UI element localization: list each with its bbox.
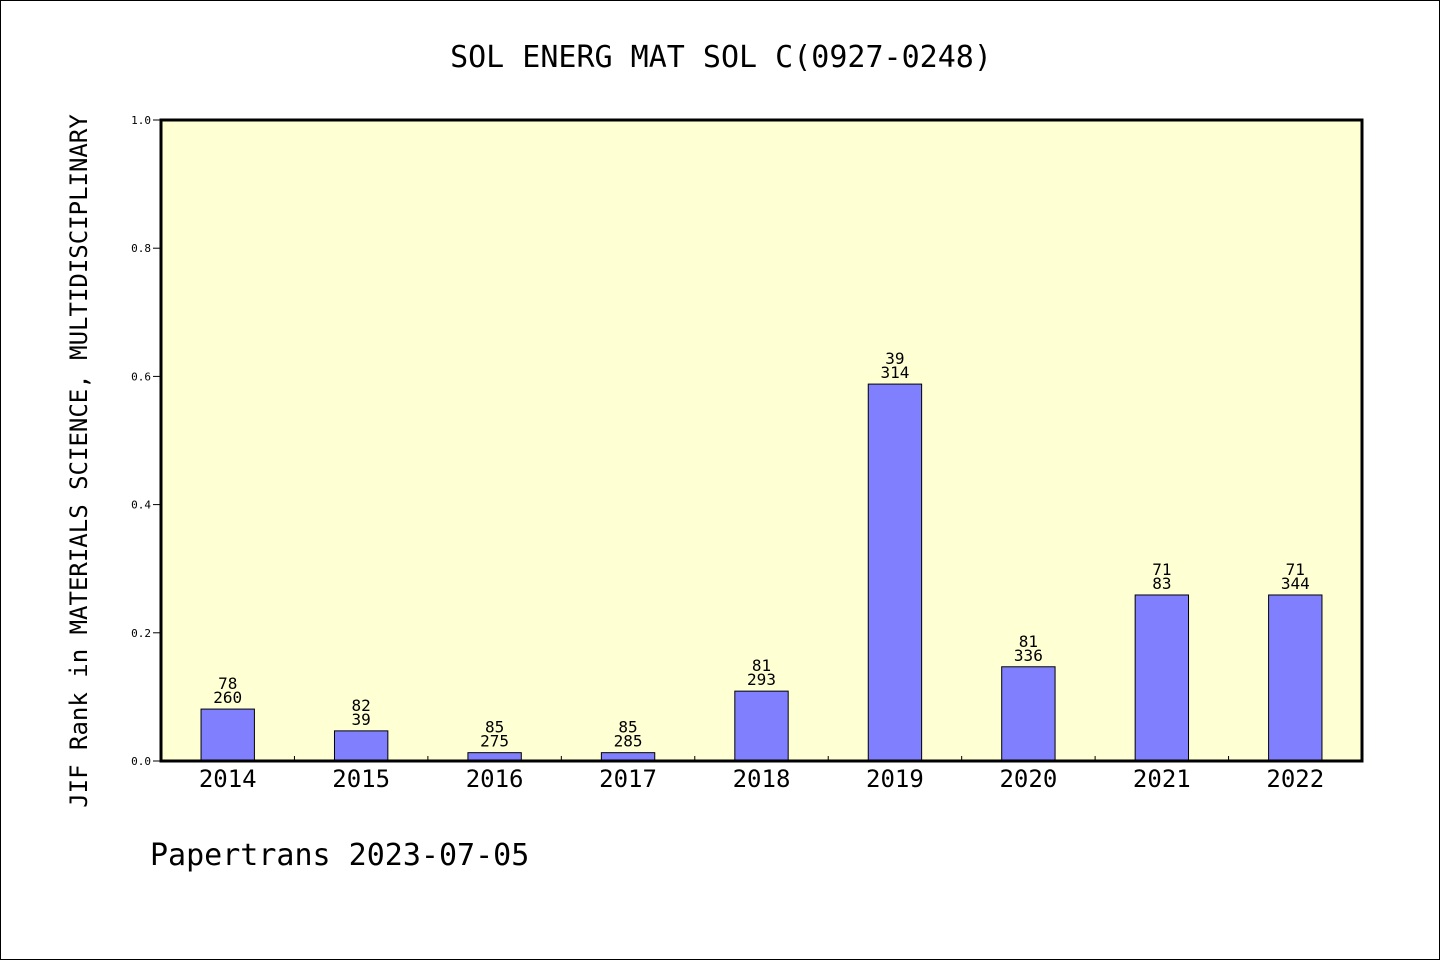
chart-title: SOL ENERG MAT SOL C(0927-0248)	[450, 40, 992, 75]
data-label-bottom-2021: 83	[1152, 574, 1171, 593]
data-label-top-2021: 71	[1152, 560, 1171, 579]
bars-group	[200, 383, 1323, 762]
x-tick-label-2014: 2014	[199, 765, 257, 793]
bar-2020	[1001, 666, 1056, 762]
y-tick-label-0.6: 0.6	[131, 370, 151, 383]
data-label-top-2020: 81	[1019, 632, 1038, 651]
data-label-top-2017: 85	[618, 718, 637, 737]
bar-2021	[1134, 594, 1190, 762]
x-tick-label-2015: 2015	[332, 765, 390, 793]
y-tick-label-0.4: 0.4	[131, 499, 151, 512]
y-axis-label: JIF Rank in MATERIALS SCIENCE, MULTIDISC…	[65, 114, 93, 808]
data-label-bottom-2017: 285	[614, 732, 643, 751]
data-label-bottom-2020: 336	[1014, 646, 1043, 665]
data-label-bottom-2016: 275	[480, 732, 509, 751]
x-tick-label-2016: 2016	[466, 765, 524, 793]
bar-2022	[1268, 594, 1323, 762]
x-axis: 2014 2015 2016 2017 2018 2019 2020 2021 2022	[199, 756, 1324, 793]
x-tick-label-2018: 2018	[733, 765, 791, 793]
bar-2015	[333, 730, 389, 762]
data-label-bottom-2014: 260	[213, 688, 242, 707]
data-label-top-2022: 71	[1286, 560, 1305, 579]
plot-border	[159, 118, 1364, 763]
bar-2019	[867, 383, 923, 762]
y-axis: 0.0 0.2 0.4 0.6 0.8 1.0	[131, 114, 161, 768]
y-tick-label-0.2: 0.2	[131, 627, 151, 640]
x-tick-label-2021: 2021	[1133, 765, 1191, 793]
y-tick-label-0.0: 0.0	[131, 755, 151, 768]
data-label-bottom-2015: 39	[352, 710, 371, 729]
y-tick-label-0.8: 0.8	[131, 242, 151, 255]
x-tick-label-2019: 2019	[866, 765, 924, 793]
data-label-top-2015: 82	[352, 696, 371, 715]
x-tick-label-2022: 2022	[1266, 765, 1324, 793]
data-label-top-2019: 39	[885, 349, 904, 368]
x-tick-label-2017: 2017	[599, 765, 657, 793]
bar-2018	[734, 690, 789, 762]
data-label-top-2018: 81	[752, 656, 771, 675]
x-tick-label-2020: 2020	[999, 765, 1057, 793]
data-label-bottom-2019: 314	[880, 363, 909, 382]
data-label-top-2014: 78	[218, 674, 237, 693]
data-label-bottom-2018: 293	[747, 670, 776, 689]
y-tick-label-1.0: 1.0	[131, 114, 151, 127]
data-label-top-2016: 85	[485, 718, 504, 737]
data-label-bottom-2022: 344	[1281, 574, 1310, 593]
bar-2014	[200, 708, 255, 762]
footer-text: Papertrans 2023-07-05	[150, 838, 529, 873]
